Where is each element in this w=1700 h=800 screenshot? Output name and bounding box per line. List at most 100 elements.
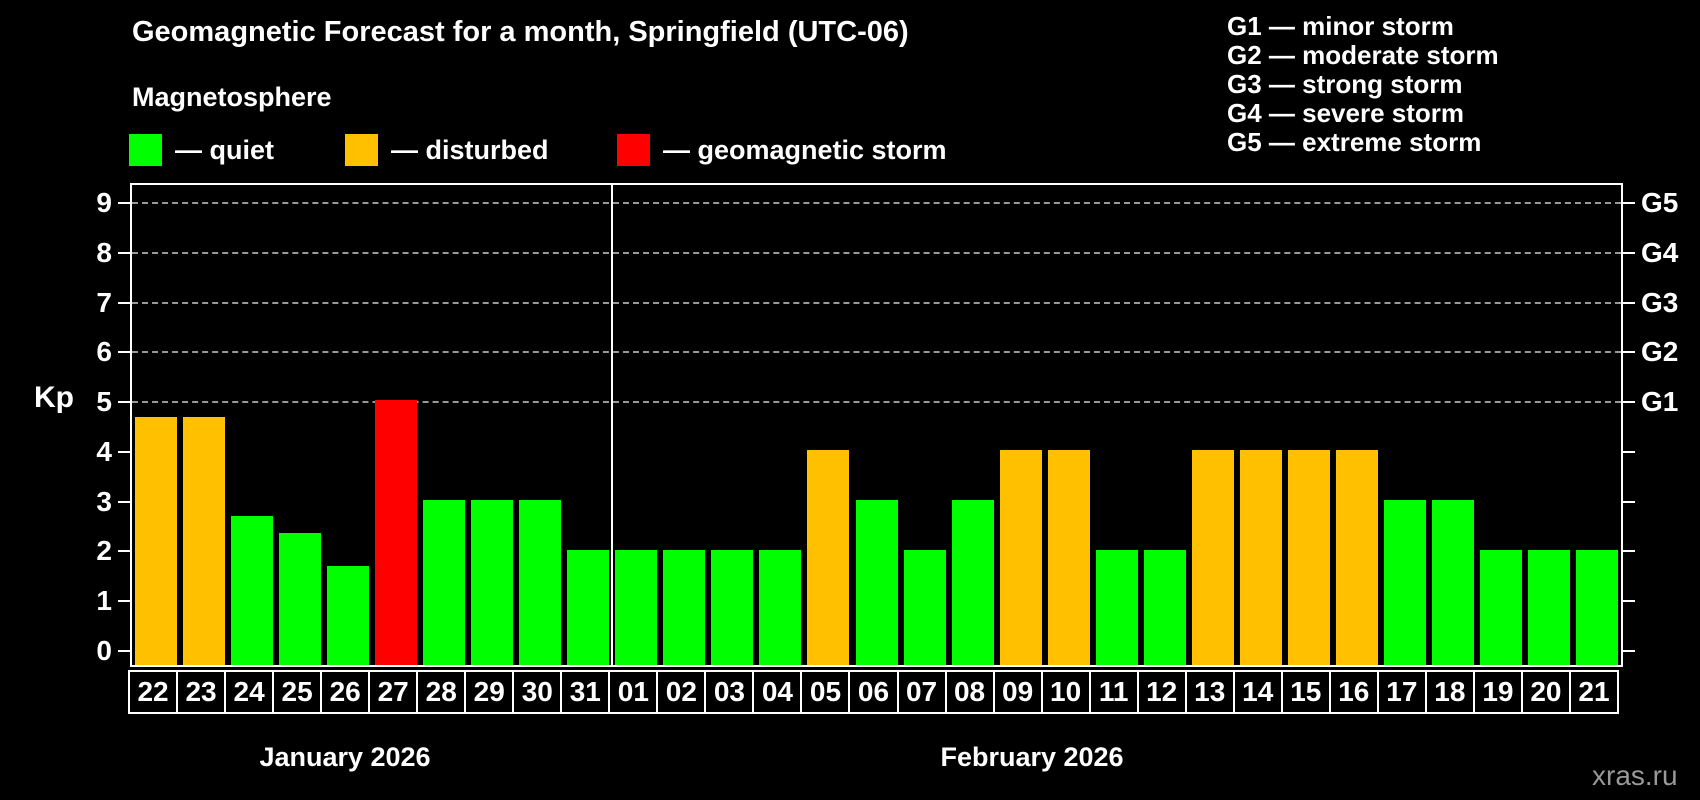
- y-axis-tick-right: [1623, 600, 1635, 603]
- magnetosphere-label: Magnetosphere: [132, 82, 332, 112]
- storm-swatch: [617, 134, 650, 166]
- y-axis-tick-left: [118, 301, 130, 304]
- y-axis-tick-right: [1623, 251, 1635, 254]
- kp-bar-day-27: [375, 400, 418, 665]
- kp-bar-day-29: [471, 499, 514, 665]
- kp-bar-day-10: [1047, 449, 1090, 665]
- y-axis-tick-right: [1623, 500, 1635, 503]
- day-label: 26: [320, 670, 371, 714]
- y-axis-tick-label: 1: [96, 585, 112, 617]
- g-scale-label-g1: G1: [1641, 386, 1679, 418]
- kp-bar-day-13: [1191, 449, 1234, 665]
- day-label: 05: [800, 670, 851, 714]
- kp-bar-day-14: [1239, 449, 1282, 665]
- kp-bar-day-08: [951, 499, 994, 665]
- y-axis-tick-right: [1623, 550, 1635, 553]
- day-label: 31: [560, 670, 611, 714]
- y-axis-tick-label: 5: [96, 386, 112, 418]
- kp-bar-day-05: [807, 449, 850, 665]
- month-label: February 2026: [940, 742, 1124, 772]
- storm-scale-item: G4 — severe storm: [1227, 98, 1465, 128]
- y-axis-tick-label: 3: [96, 485, 112, 517]
- y-axis-tick-right: [1623, 351, 1635, 354]
- day-label: 30: [512, 670, 563, 714]
- legend-item-label: — geomagnetic storm: [663, 134, 947, 165]
- watermark: xras.ru: [1592, 760, 1678, 791]
- y-axis-tick-label: 2: [96, 535, 112, 567]
- kp-bar-day-31: [567, 549, 610, 665]
- legend-item-disturbed: — disturbed: [345, 134, 549, 166]
- gridline-kp9: [132, 202, 1621, 204]
- kp-bar-day-26: [327, 565, 370, 665]
- kp-bar-day-07: [903, 549, 946, 665]
- y-axis-tick-right: [1623, 301, 1635, 304]
- kp-bar-day-22: [135, 416, 178, 665]
- kp-bar-day-16: [1335, 449, 1378, 665]
- kp-bar-day-21: [1575, 549, 1618, 665]
- day-label: 01: [608, 670, 659, 714]
- gridline-kp6: [132, 351, 1621, 354]
- y-axis-tick-left: [118, 251, 130, 254]
- kp-bar-day-30: [519, 499, 562, 665]
- day-label: 28: [416, 670, 467, 714]
- day-label: 03: [704, 670, 755, 714]
- y-axis-tick-left: [118, 600, 130, 603]
- storm-scale-item: G1 — minor storm: [1227, 11, 1454, 41]
- y-axis-tick-right: [1623, 401, 1635, 404]
- y-axis-tick-label: 7: [96, 286, 112, 318]
- day-label: 25: [272, 670, 323, 714]
- day-label: 17: [1376, 670, 1427, 714]
- y-axis-tick-label: 6: [96, 336, 112, 368]
- kp-bar-day-20: [1527, 549, 1570, 665]
- kp-bar-day-15: [1287, 449, 1330, 665]
- legend-item-storm: — geomagnetic storm: [617, 134, 947, 166]
- storm-scale-legend: G1 — minor storm G2 — moderate storm G3 — …: [1227, 12, 1499, 157]
- chart-title: Geomagnetic Forecast for a month, Spring…: [132, 16, 909, 48]
- month-separator: [611, 185, 614, 665]
- gridline-kp8: [132, 251, 1621, 254]
- y-axis-tick-label: 0: [96, 635, 112, 667]
- y-axis-tick-right: [1623, 450, 1635, 453]
- y-axis-tick-left: [118, 401, 130, 404]
- y-axis-title: Kp: [34, 381, 74, 414]
- month-label: January 2026: [259, 742, 431, 772]
- day-label: 04: [752, 670, 803, 714]
- kp-bar-day-18: [1431, 499, 1474, 665]
- kp-bar-day-17: [1383, 499, 1426, 665]
- kp-bar-day-04: [759, 549, 802, 665]
- storm-scale-item: G2 — moderate storm: [1227, 40, 1499, 70]
- kp-bar-day-11: [1095, 549, 1138, 665]
- day-label: 09: [992, 670, 1043, 714]
- day-label: 13: [1184, 670, 1235, 714]
- kp-bar-day-28: [423, 499, 466, 665]
- kp-bar-day-23: [183, 416, 226, 665]
- y-axis-tick-left: [118, 550, 130, 553]
- y-axis-tick-label: 4: [96, 435, 112, 467]
- kp-bar-day-01: [615, 549, 658, 665]
- kp-bar-day-19: [1479, 549, 1522, 665]
- day-label: 15: [1280, 670, 1331, 714]
- day-label: 02: [656, 670, 707, 714]
- g-scale-label-g3: G3: [1641, 286, 1679, 318]
- kp-bar-day-06: [855, 499, 898, 665]
- y-axis-tick-right: [1623, 202, 1635, 204]
- day-label: 06: [848, 670, 899, 714]
- quiet-swatch: [129, 134, 162, 166]
- g-scale-label-g5: G5: [1641, 187, 1679, 218]
- day-label: 29: [464, 670, 515, 714]
- day-label: 07: [896, 670, 947, 714]
- day-label: 21: [1568, 670, 1619, 714]
- g-scale-label-g4: G4: [1641, 236, 1679, 268]
- day-label: 22: [128, 670, 179, 714]
- kp-bar-day-02: [663, 549, 706, 665]
- day-label: 23: [176, 670, 227, 714]
- y-axis-tick-right: [1623, 650, 1635, 653]
- day-label: 27: [368, 670, 419, 714]
- kp-bar-day-25: [279, 533, 322, 665]
- gridline-kp7: [132, 301, 1621, 304]
- disturbed-swatch: [345, 134, 378, 166]
- day-label: 24: [224, 670, 275, 714]
- g-scale-label-g2: G2: [1641, 336, 1679, 368]
- y-axis-tick-left: [118, 450, 130, 453]
